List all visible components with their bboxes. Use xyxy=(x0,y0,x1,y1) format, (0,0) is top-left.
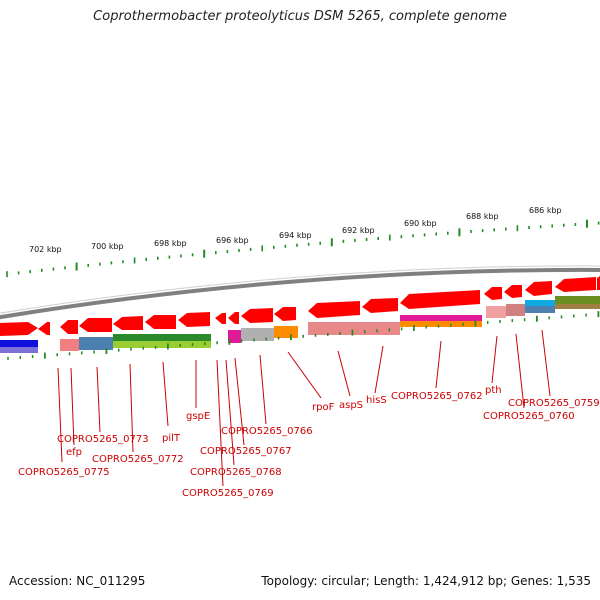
gene-arrow[interactable] xyxy=(113,316,143,330)
leader-line xyxy=(57,367,63,463)
scale-label: 694 kbp xyxy=(279,231,312,240)
feature-band xyxy=(400,315,482,321)
feature-band xyxy=(308,322,400,335)
gene-label[interactable]: aspS xyxy=(339,400,363,411)
gene-label[interactable]: COPRO5265_0773 xyxy=(57,434,149,445)
gene-arrows xyxy=(0,276,600,336)
scale-label: 686 kbp xyxy=(529,206,562,215)
scale-label: 698 kbp xyxy=(154,239,187,248)
gene-arrow[interactable] xyxy=(38,322,50,335)
scale-label: 702 kbp xyxy=(29,245,62,254)
gene-arrow[interactable] xyxy=(60,320,78,334)
feature-band xyxy=(113,341,211,348)
leader-line xyxy=(216,359,224,487)
scale-label: 688 kbp xyxy=(466,212,499,221)
leader-line xyxy=(287,351,322,399)
leader-line xyxy=(96,366,101,433)
leader-line xyxy=(234,357,245,446)
leader-line xyxy=(491,335,498,384)
feature-band xyxy=(555,296,600,304)
gene-arrow[interactable] xyxy=(400,290,480,309)
feature-band xyxy=(400,321,482,327)
feature-band xyxy=(555,304,600,309)
gene-label[interactable]: efp xyxy=(66,447,82,458)
gene-label[interactable]: pilT xyxy=(162,433,181,444)
leader-line xyxy=(162,361,169,427)
leader-lines xyxy=(57,329,551,487)
feature-band xyxy=(241,328,274,341)
gene-label[interactable]: COPRO5265_0767 xyxy=(200,446,292,457)
leader-line xyxy=(541,329,551,397)
gene-arrow[interactable] xyxy=(362,298,398,313)
feature-band xyxy=(506,304,525,316)
gene-label[interactable]: COPRO5265_0759 xyxy=(508,398,600,409)
leader-line xyxy=(515,333,525,409)
gene-label[interactable]: COPRO5265_0766 xyxy=(221,426,313,437)
gene-arrow[interactable] xyxy=(0,322,38,336)
gene-labels: COPRO5265_0775 efp COPRO5265_0773 COPRO5265… xyxy=(18,385,600,499)
leader-line xyxy=(225,359,235,466)
gene-arrow[interactable] xyxy=(241,308,273,323)
genome-backbone-highlight xyxy=(0,265,600,314)
scale-label: 692 kbp xyxy=(342,226,375,235)
gene-arrow[interactable] xyxy=(274,307,296,321)
scale-labels: 702 kbp 700 kbp 698 kbp 696 kbp 694 kbp 692 k… xyxy=(29,206,562,254)
genome-backbone xyxy=(0,267,600,320)
gene-arrow[interactable] xyxy=(228,312,239,324)
feature-band xyxy=(486,306,506,318)
feature-band xyxy=(525,300,555,306)
feature-band xyxy=(274,326,298,338)
gene-label[interactable]: pth xyxy=(485,385,502,396)
feature-bands xyxy=(0,296,600,353)
accession-text: Accession: NC_011295 xyxy=(9,574,146,588)
gene-label[interactable]: COPRO5265_0775 xyxy=(18,467,110,478)
gene-arrow[interactable] xyxy=(308,301,360,318)
leader-line xyxy=(129,363,134,453)
gene-arrow[interactable] xyxy=(504,285,522,298)
gene-arrow[interactable] xyxy=(145,315,176,329)
gene-label[interactable]: COPRO5265_0760 xyxy=(483,411,575,422)
gene-label[interactable]: COPRO5265_0768 xyxy=(190,467,282,478)
gene-label[interactable]: rpoF xyxy=(312,402,335,413)
gene-label[interactable]: gspE xyxy=(186,411,210,422)
feature-band xyxy=(113,334,211,341)
scale-ticks xyxy=(6,219,600,278)
gene-label[interactable]: COPRO5265_0762 xyxy=(391,391,483,402)
gene-arrow[interactable] xyxy=(484,287,502,300)
feature-band xyxy=(60,339,79,351)
feature-band xyxy=(228,330,241,343)
gene-arrow[interactable] xyxy=(178,312,210,327)
gene-label[interactable]: COPRO5265_0772 xyxy=(92,454,184,465)
feature-band xyxy=(79,337,113,350)
scale-label: 690 kbp xyxy=(404,219,437,228)
gene-label[interactable]: COPRO5265_0769 xyxy=(182,488,274,499)
inner-ticks xyxy=(7,311,600,360)
genome-summary-text: Topology: circular; Length: 1,424,912 bp… xyxy=(261,574,591,588)
gene-label[interactable]: hisS xyxy=(366,395,387,406)
scale-label: 696 kbp xyxy=(216,236,249,245)
scale-label: 700 kbp xyxy=(91,242,124,251)
feature-band xyxy=(0,347,38,353)
gene-arrow[interactable] xyxy=(215,313,226,324)
leader-line xyxy=(259,354,267,425)
leader-line xyxy=(374,345,384,394)
leader-line xyxy=(70,367,75,446)
gene-arrow[interactable] xyxy=(525,281,552,296)
genome-title: Coprothermobacter proteolyticus DSM 5265… xyxy=(93,9,507,24)
feature-band xyxy=(525,306,555,313)
gene-arrow[interactable] xyxy=(555,277,596,292)
gene-arrow[interactable] xyxy=(597,276,600,290)
feature-band xyxy=(0,340,38,347)
leader-line xyxy=(435,340,442,389)
gene-arrow[interactable] xyxy=(79,318,112,332)
leader-line xyxy=(337,350,351,397)
